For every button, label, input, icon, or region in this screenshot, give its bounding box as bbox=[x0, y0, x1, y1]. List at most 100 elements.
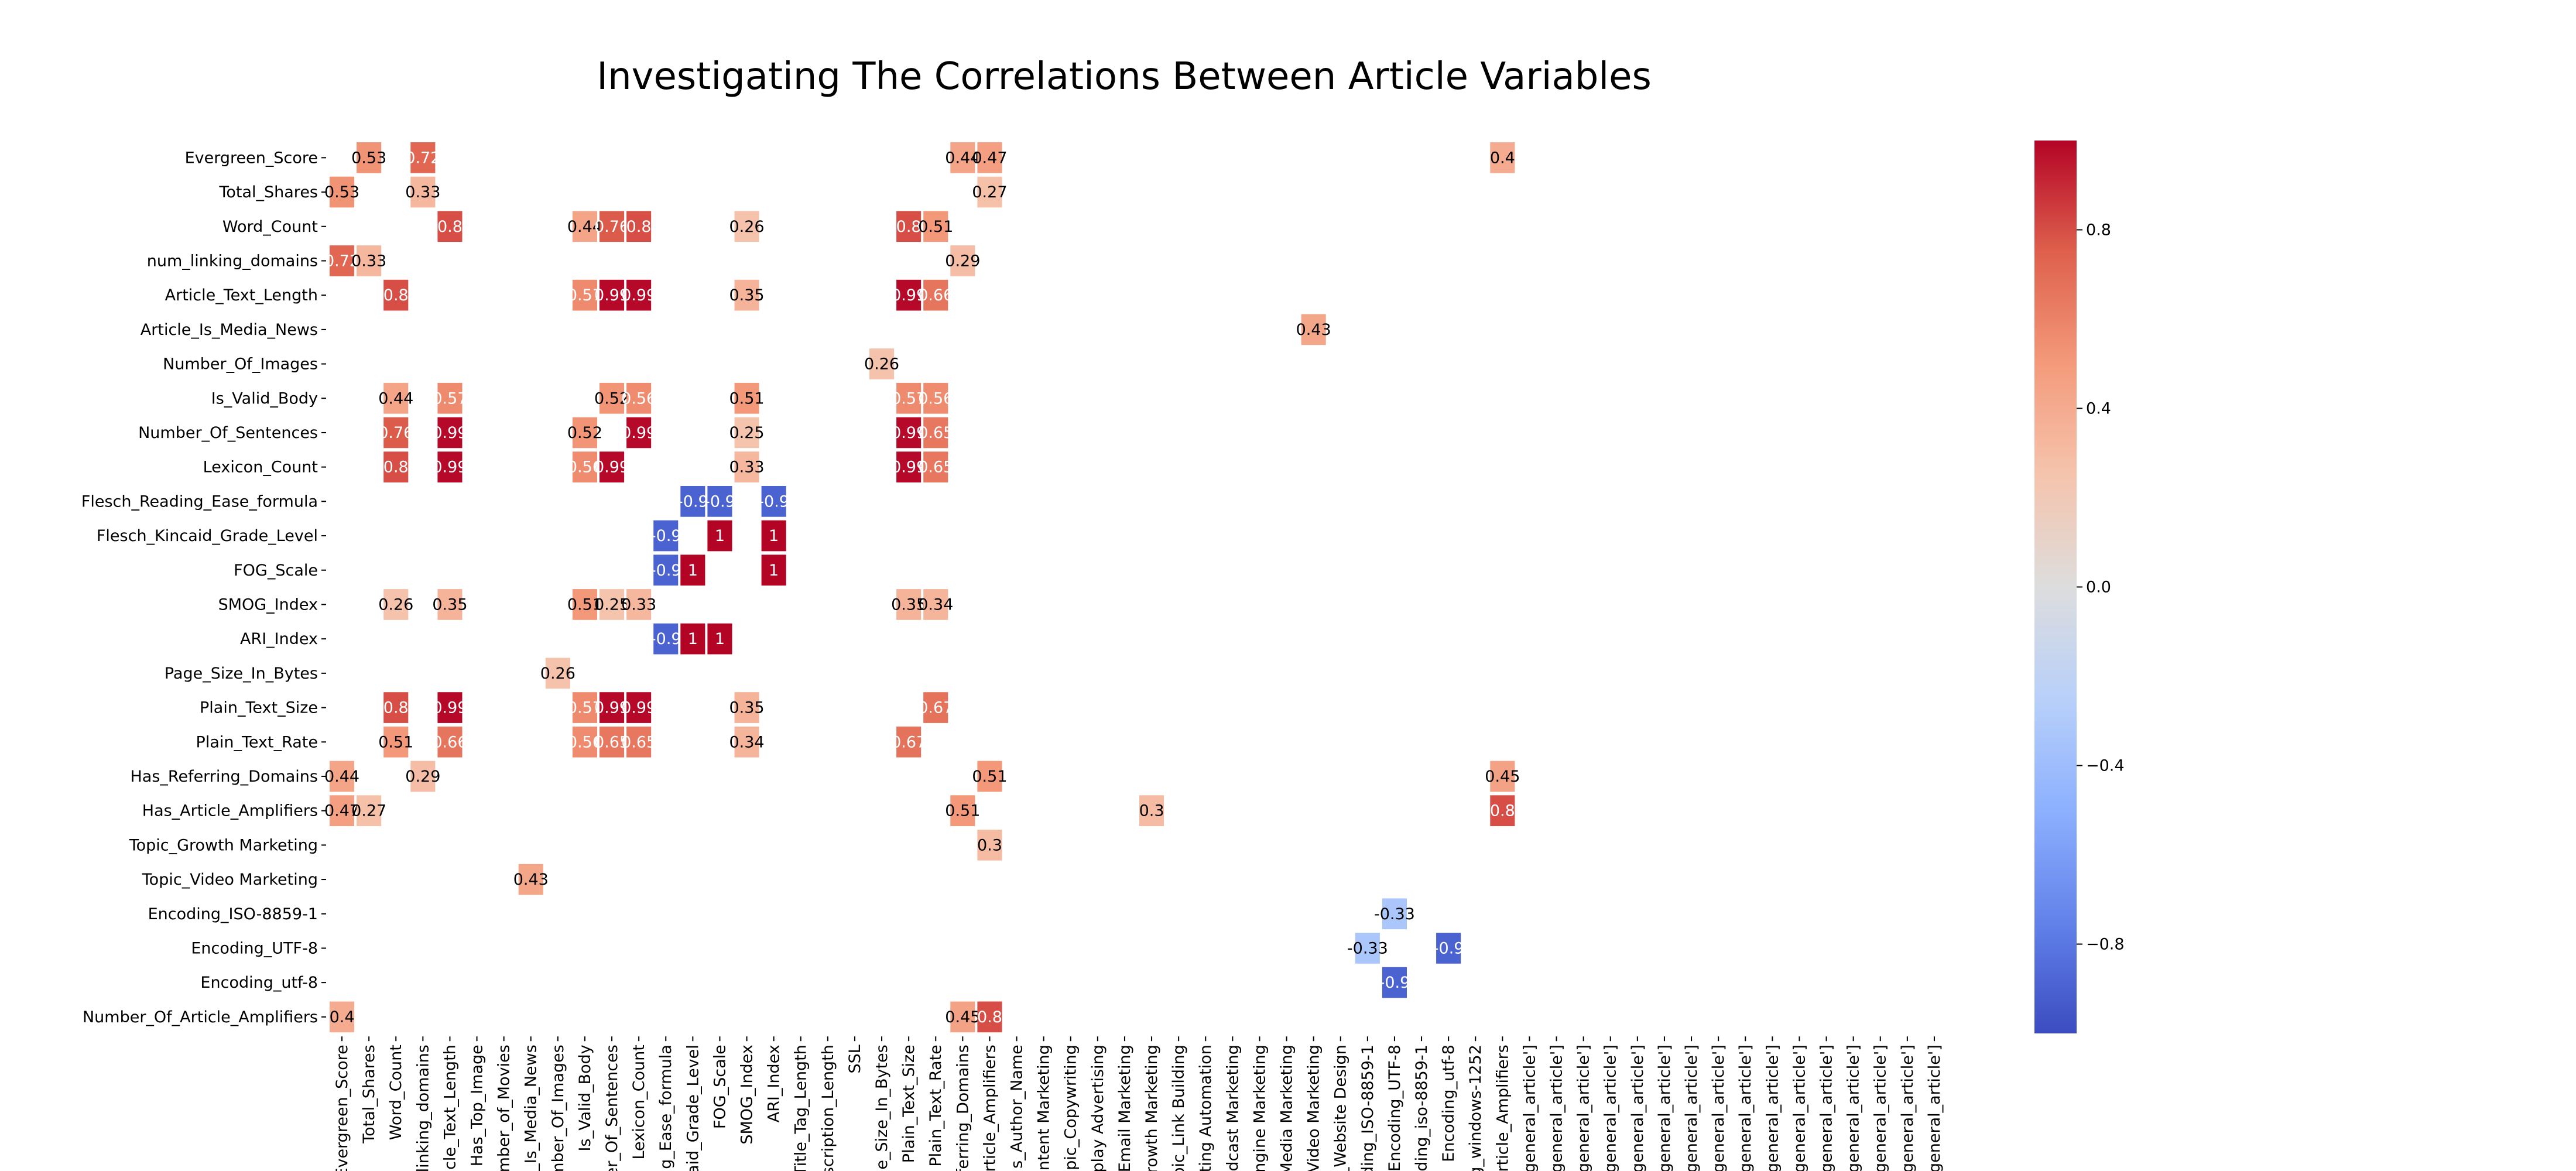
heatmap-cell bbox=[896, 726, 922, 758]
heatmap-cell bbox=[572, 279, 597, 311]
cell-value-label: 0.8 bbox=[383, 286, 409, 304]
cell-value-label: 0.44 bbox=[567, 218, 602, 236]
column-tick-label: linking_domains bbox=[414, 1045, 432, 1171]
heatmap-cell bbox=[626, 279, 652, 311]
heatmap-cell bbox=[896, 589, 922, 620]
cell-value-label: 0.27 bbox=[972, 183, 1007, 201]
heatmap-cell bbox=[437, 211, 463, 242]
heatmap-cell bbox=[572, 589, 597, 620]
heatmap-cell bbox=[437, 692, 463, 723]
heatmap-cell bbox=[572, 417, 597, 448]
cell-value-label: 0.8 bbox=[896, 218, 922, 236]
cell-value-label: 0.57 bbox=[891, 389, 926, 408]
heatmap-cell bbox=[950, 142, 975, 173]
heatmap-cell bbox=[410, 176, 436, 208]
cell-value-label: 0.33 bbox=[351, 252, 386, 270]
heatmap-cell bbox=[896, 417, 922, 448]
column-tick-label: 'general_article'] bbox=[1520, 1045, 1539, 1171]
cell-value-label: 0.3 bbox=[977, 836, 1002, 854]
colorbar-gradient bbox=[2034, 141, 2077, 1033]
cell-value-label: 0.8 bbox=[437, 218, 463, 236]
cell-value-label: 0.45 bbox=[1485, 768, 1520, 786]
heatmap-cell bbox=[977, 176, 1002, 208]
heatmap-cell bbox=[734, 279, 759, 311]
row-tick-label: Number_Of_Sentences bbox=[138, 424, 318, 442]
heatmap-cell bbox=[545, 658, 570, 689]
heatmap-cell bbox=[330, 245, 355, 276]
cell-value-label: 0.51 bbox=[729, 389, 764, 408]
heatmap-cell bbox=[1355, 933, 1380, 964]
heatmap-cell bbox=[950, 245, 975, 276]
heatmap-cell bbox=[950, 795, 975, 826]
cell-value-label: 1 bbox=[688, 630, 698, 648]
cell-value-label: 0.4 bbox=[330, 1008, 355, 1026]
cell-value-label: 0.26 bbox=[864, 355, 899, 374]
row-tick-label: Flesch_Kincaid_Grade_Level bbox=[97, 527, 318, 545]
cell-value-label: 0.65 bbox=[918, 424, 953, 442]
cell-value-label: 0.99 bbox=[594, 458, 629, 477]
heatmap-cell bbox=[626, 382, 652, 414]
column-tick-label: ding_iso-8859-1 bbox=[1413, 1045, 1431, 1171]
heatmap-cell bbox=[923, 211, 948, 242]
column-tick-label: rticle_Amplifiers bbox=[1493, 1045, 1512, 1171]
cell-value-label: 0.33 bbox=[729, 458, 764, 477]
cell-value-label: 0.65 bbox=[621, 733, 656, 751]
heatmap-cell bbox=[977, 761, 1002, 792]
heatmap-cell bbox=[383, 279, 409, 311]
cell-value-label: 0.34 bbox=[729, 733, 764, 751]
heatmap-cell bbox=[923, 417, 948, 448]
column-tick-label: 'general_article'] bbox=[1629, 1045, 1647, 1171]
heatmap-cell bbox=[653, 623, 679, 655]
cell-value-label: 0.44 bbox=[945, 149, 980, 167]
cell-value-label: 1 bbox=[769, 561, 779, 580]
row-tick-label: Topic_Video Marketing bbox=[142, 871, 318, 889]
column-tick-label: 'general_article'] bbox=[1736, 1045, 1755, 1171]
heatmap-cell bbox=[734, 211, 759, 242]
column-tick-label: ARI_Index bbox=[765, 1045, 783, 1122]
cell-value-label: 0.8 bbox=[626, 218, 652, 236]
heatmap-cell bbox=[626, 726, 652, 758]
cell-value-label: 0.52 bbox=[567, 424, 602, 442]
column-tick-label: Is_Valid_Body bbox=[576, 1045, 594, 1151]
column-tick-label: 'general_article'] bbox=[1548, 1045, 1566, 1171]
heatmap-cell bbox=[761, 486, 786, 517]
row-tick-label: Lexicon_Count bbox=[203, 458, 318, 477]
column-tick-label: Has_Top_Image bbox=[468, 1045, 487, 1166]
heatmap-cell bbox=[761, 554, 786, 586]
heatmap-cell bbox=[734, 451, 759, 482]
cell-value-label: -0.9 bbox=[758, 492, 789, 511]
row-tick-label: Encoding_ISO-8859-1 bbox=[148, 905, 318, 923]
column-tick-label: _Website Design bbox=[1332, 1045, 1350, 1171]
cell-value-label: 0.99 bbox=[432, 424, 467, 442]
row-tick-label: SMOG_Index bbox=[218, 595, 318, 614]
heatmap-cell bbox=[518, 864, 543, 895]
heatmap-cell bbox=[357, 795, 382, 826]
heatmap-cell bbox=[330, 1001, 355, 1033]
cell-value-label: 0.35 bbox=[432, 595, 467, 614]
heatmap-cell bbox=[977, 1001, 1002, 1033]
cell-value-label: 0.25 bbox=[594, 595, 629, 614]
heatmap-cell bbox=[680, 623, 705, 655]
cell-value-label: 0.76 bbox=[378, 424, 413, 442]
column-tick-label: Word_Count bbox=[387, 1045, 405, 1140]
cell-value-label: 0.57 bbox=[567, 286, 602, 304]
cell-value-label: 0.56 bbox=[621, 389, 656, 408]
cell-value-label: 0.4 bbox=[1490, 149, 1515, 167]
column-tick-label: Media Marketing bbox=[1278, 1045, 1296, 1171]
colorbar: 0.8 0.4 0.0 −0.4 −0.8 bbox=[2034, 141, 2125, 1033]
column-tick-label: 'general_article'] bbox=[1602, 1045, 1620, 1171]
cell-value-label: 0.99 bbox=[594, 699, 629, 717]
heatmap-cell bbox=[383, 382, 409, 414]
row-tick-label: num_linking_domains bbox=[147, 252, 318, 270]
column-tick-label: Plain_Text_Size bbox=[900, 1045, 918, 1163]
cell-value-label: 0.33 bbox=[621, 595, 656, 614]
heatmap-cell bbox=[600, 382, 625, 414]
column-tick-label: aid_Grade_Level bbox=[684, 1045, 702, 1171]
heatmap-cell bbox=[572, 726, 597, 758]
cell-value-label: 1 bbox=[715, 527, 725, 545]
heatmap-cell bbox=[437, 451, 463, 482]
heatmap-cell bbox=[600, 279, 625, 311]
cell-value-label: 0.26 bbox=[540, 665, 576, 683]
heatmap-cell bbox=[410, 761, 436, 792]
cell-value-label: 0.29 bbox=[405, 768, 440, 786]
